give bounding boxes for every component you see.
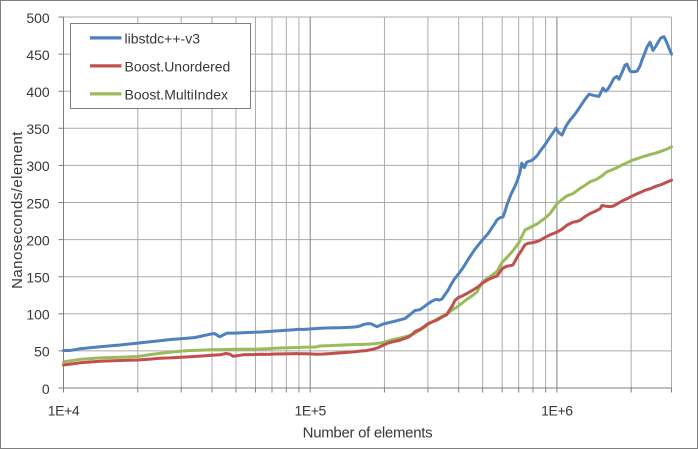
svg-text:250: 250 — [26, 195, 50, 211]
svg-text:0: 0 — [42, 381, 50, 397]
svg-text:Boost.MultiIndex: Boost.MultiIndex — [125, 87, 229, 103]
svg-text:libstdc++-v3: libstdc++-v3 — [125, 31, 201, 47]
svg-text:Number of elements: Number of elements — [303, 425, 433, 442]
svg-text:300: 300 — [26, 158, 50, 174]
svg-text:450: 450 — [26, 47, 50, 63]
svg-text:Nanoseconds/element: Nanoseconds/element — [9, 131, 26, 289]
svg-text:50: 50 — [34, 344, 50, 360]
svg-text:200: 200 — [26, 232, 50, 248]
svg-text:Boost.Unordered: Boost.Unordered — [125, 59, 231, 75]
svg-text:1E+5: 1E+5 — [294, 403, 326, 419]
svg-text:1E+6: 1E+6 — [541, 403, 573, 419]
svg-text:400: 400 — [26, 84, 50, 100]
svg-text:350: 350 — [26, 121, 50, 137]
svg-text:500: 500 — [26, 10, 50, 26]
svg-text:150: 150 — [26, 270, 50, 286]
svg-text:100: 100 — [26, 307, 50, 323]
svg-text:1E+4: 1E+4 — [48, 403, 80, 419]
